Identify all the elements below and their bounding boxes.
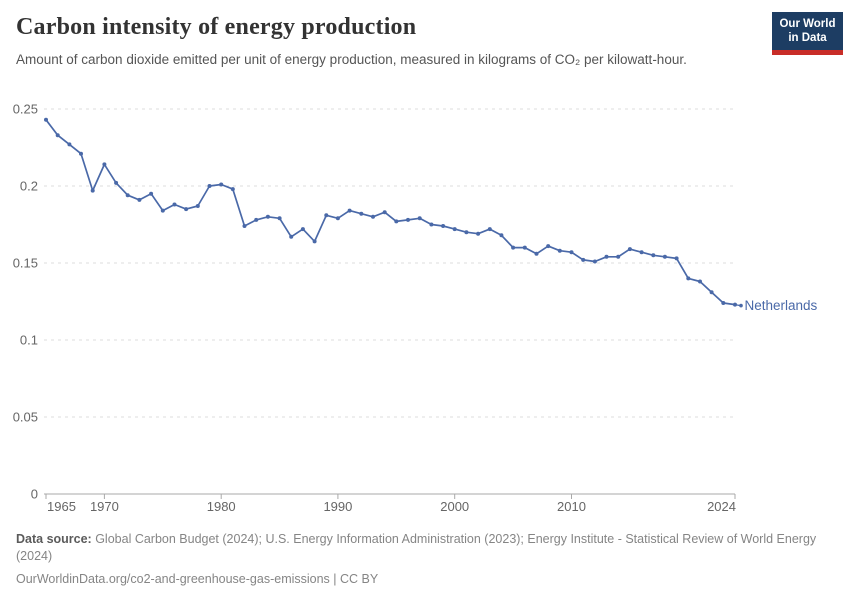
- data-point-2007: [534, 251, 539, 256]
- data-point-2022: [709, 290, 714, 295]
- data-point-2017: [651, 253, 656, 258]
- data-point-1967: [67, 142, 72, 147]
- chart-subtitle: Amount of carbon dioxide emitted per uni…: [16, 52, 687, 67]
- data-point-1975: [160, 208, 165, 213]
- data-point-1976: [172, 202, 177, 207]
- data-point-1995: [394, 219, 399, 224]
- data-point-2000: [452, 227, 457, 232]
- data-point-1979: [207, 184, 212, 188]
- owid-logo-text: Our World in Data: [772, 12, 843, 50]
- line-series-group: [44, 117, 737, 307]
- data-point-1965: [44, 117, 48, 122]
- data-point-2010: [569, 250, 574, 255]
- data-point-2019: [674, 256, 679, 261]
- x-tick-label-1970: 1970: [90, 499, 119, 514]
- data-point-1991: [347, 208, 352, 213]
- data-point-1992: [359, 211, 364, 216]
- data-point-1981: [230, 187, 235, 192]
- data-point-1973: [137, 197, 142, 202]
- data-point-1987: [300, 227, 305, 232]
- data-point-1985: [277, 216, 282, 221]
- owid-logo[interactable]: Our World in Data: [772, 12, 843, 55]
- data-point-1983: [254, 217, 259, 222]
- owid-logo-red-bar: [772, 49, 843, 55]
- chart-canvas: 0 0.05 0.1 0.15 0.2 0.25 1965 1970 1980 1990 2000…: [13, 102, 818, 515]
- y-tick-label-0: 0: [31, 487, 38, 502]
- data-point-2012: [592, 259, 597, 264]
- data-point-1986: [289, 234, 294, 239]
- y-tick-label-0.2: 0.2: [20, 179, 38, 194]
- data-point-1980: [219, 182, 224, 187]
- data-point-2023: [721, 301, 726, 305]
- x-axis: [44, 493, 736, 499]
- x-tick-label-1980: 1980: [207, 499, 236, 514]
- series-end-label-group: Netherlands: [734, 298, 818, 313]
- data-point-2013: [604, 254, 609, 259]
- data-point-1974: [149, 191, 154, 196]
- data-point-1977: [184, 207, 189, 212]
- data-point-1978: [195, 204, 200, 208]
- data-point-2011: [581, 257, 586, 262]
- data-point-2021: [698, 279, 702, 284]
- x-tick-label-2000: 2000: [440, 499, 469, 514]
- data-point-2004: [499, 233, 504, 238]
- data-point-2020: [686, 276, 691, 281]
- data-point-2002: [476, 231, 481, 236]
- line-series-netherlands: [45, 119, 736, 306]
- data-point-1988: [312, 239, 317, 244]
- owid-logo-line2: in Data: [788, 32, 827, 45]
- data-point-2009: [557, 248, 562, 253]
- data-point-1993: [371, 214, 375, 219]
- data-point-1990: [335, 216, 340, 221]
- data-point-2005: [511, 245, 516, 250]
- data-point-2008: [546, 244, 551, 249]
- x-axis-labels: 1965 1970 1980 1990 2000 2010 2024: [47, 499, 736, 514]
- y-gridlines: [44, 108, 735, 418]
- series-entity-label[interactable]: Netherlands: [745, 298, 818, 313]
- data-point-1997: [417, 216, 422, 221]
- data-point-2016: [639, 250, 644, 255]
- data-point-1999: [441, 224, 446, 228]
- data-point-2006: [522, 245, 527, 250]
- end-label-connector-dot: [739, 303, 743, 308]
- data-point-1984: [265, 214, 270, 219]
- y-tick-label-0.15: 0.15: [13, 256, 38, 271]
- data-point-2018: [662, 254, 667, 259]
- y-tick-label-0.05: 0.05: [13, 410, 38, 425]
- x-tick-label-1965: 1965: [47, 499, 76, 514]
- data-point-1994: [382, 210, 387, 215]
- data-source-label: Data source:: [16, 532, 92, 546]
- chart-footer: Data source: Global Carbon Budget (2024)…: [16, 531, 836, 588]
- page-title: Carbon intensity of energy production: [16, 14, 417, 40]
- data-point-1970: [102, 162, 107, 167]
- data-point-1996: [406, 217, 410, 222]
- data-point-1998: [429, 222, 434, 227]
- data-point-1982: [242, 224, 247, 228]
- data-point-2014: [616, 254, 621, 259]
- data-point-2001: [464, 230, 469, 235]
- y-tick-label-0.25: 0.25: [13, 102, 38, 117]
- data-point-1968: [79, 151, 83, 156]
- owid-logo-line1: Our World: [779, 18, 836, 30]
- data-source-text: Global Carbon Budget (2024); U.S. Energy…: [16, 532, 817, 564]
- footer-link[interactable]: OurWorldinData.org/co2-and-greenhouse-ga…: [16, 571, 379, 586]
- data-point-1972: [125, 193, 130, 198]
- y-axis-labels: 0 0.05 0.1 0.15 0.2 0.25: [13, 102, 38, 502]
- x-tick-label-1990: 1990: [323, 499, 352, 514]
- x-tick-label-2010: 2010: [557, 499, 586, 514]
- data-source-line: Data source: Global Carbon Budget (2024)…: [16, 531, 836, 566]
- data-point-1989: [324, 213, 329, 218]
- data-point-2015: [627, 247, 632, 252]
- data-point-2003: [487, 227, 492, 232]
- data-point-1971: [114, 180, 119, 185]
- data-point-1969: [90, 188, 95, 193]
- data-point-1966: [55, 133, 60, 138]
- x-tick-label-2024: 2024: [707, 499, 736, 514]
- y-tick-label-0.1: 0.1: [20, 333, 38, 348]
